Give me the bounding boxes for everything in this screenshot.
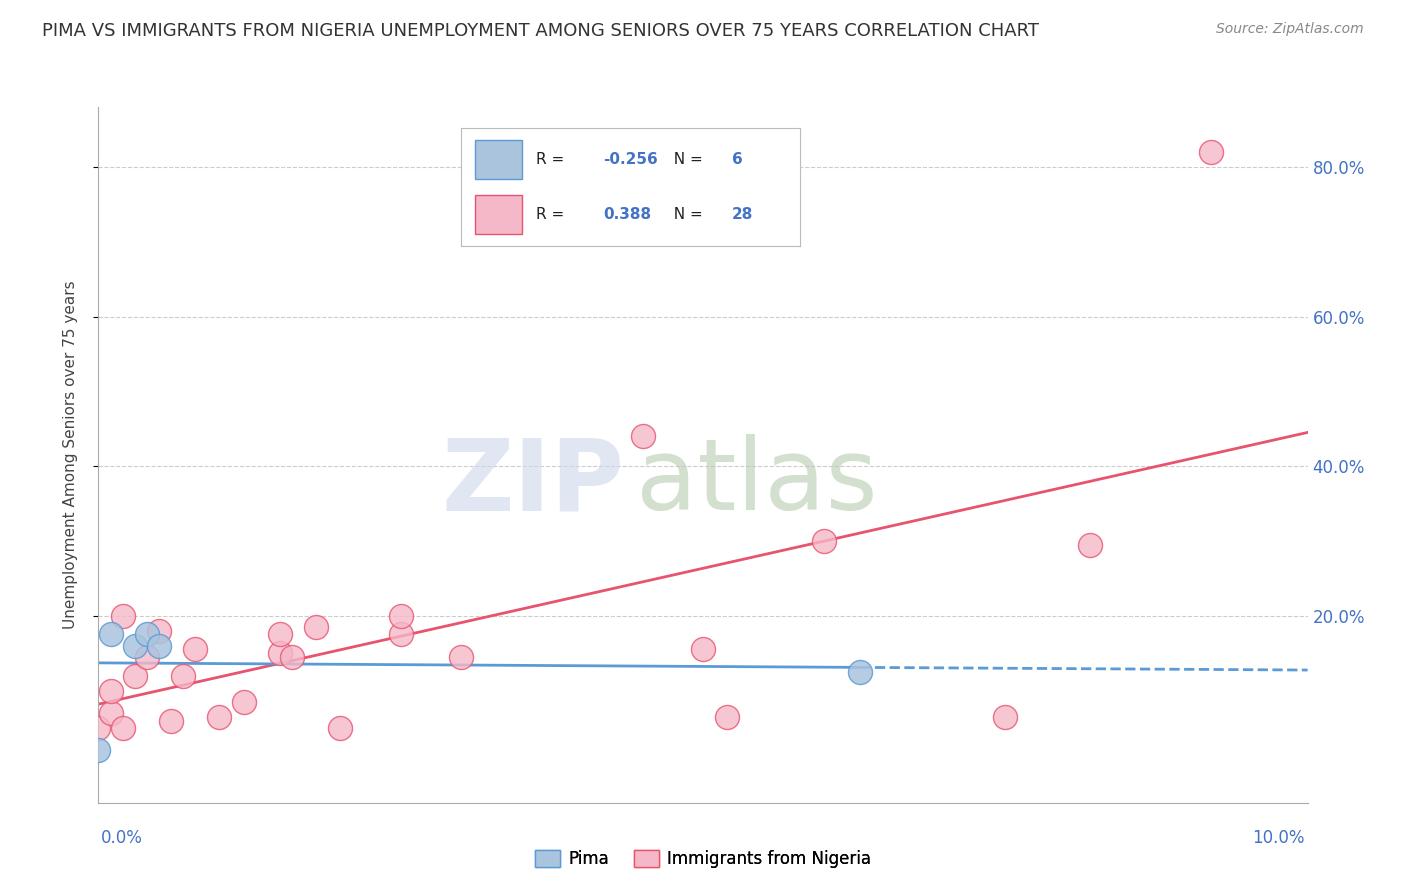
Text: 0.0%: 0.0% [101,829,143,847]
Text: PIMA VS IMMIGRANTS FROM NIGERIA UNEMPLOYMENT AMONG SENIORS OVER 75 YEARS CORRELA: PIMA VS IMMIGRANTS FROM NIGERIA UNEMPLOY… [42,22,1039,40]
Text: Source: ZipAtlas.com: Source: ZipAtlas.com [1216,22,1364,37]
Point [160,714,183,728]
Point [305,620,328,634]
Point [148,624,170,638]
Point [631,429,654,443]
Point [124,639,146,653]
Point [389,608,412,623]
Point [813,533,835,548]
Point [450,649,472,664]
Point [124,668,146,682]
Point [716,710,738,724]
Point [111,721,134,735]
Point [329,721,352,735]
Text: atlas: atlas [637,434,879,532]
Text: ZIP: ZIP [441,434,624,532]
Point [692,642,714,657]
Point [100,627,122,641]
Point [208,710,231,724]
Point [1078,538,1101,552]
Point [148,639,170,653]
Point [1199,145,1222,159]
Point [111,608,134,623]
Point [232,695,254,709]
Point [269,646,291,660]
Legend: Pima, Immigrants from Nigeria: Pima, Immigrants from Nigeria [529,843,877,874]
Point [135,649,157,664]
Point [135,627,157,641]
Point [389,627,412,641]
Point [184,642,207,657]
Point [100,706,122,720]
Point [87,721,110,735]
Point [849,665,872,679]
Point [172,668,194,682]
Point [994,710,1017,724]
Point [100,683,122,698]
Y-axis label: Unemployment Among Seniors over 75 years: Unemployment Among Seniors over 75 years [63,281,77,629]
Point [269,627,291,641]
Text: 10.0%: 10.0% [1253,829,1305,847]
Point [281,649,304,664]
Point [87,743,110,757]
